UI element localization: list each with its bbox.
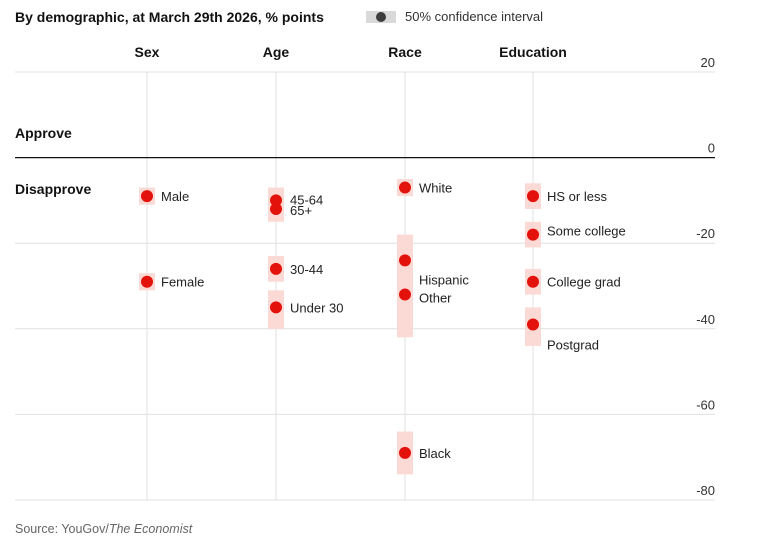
data-point <box>399 446 411 459</box>
data-point <box>527 318 539 331</box>
data-point <box>399 254 411 267</box>
point-label: 45-64 <box>290 192 323 207</box>
confidence-interval <box>397 277 413 338</box>
data-point <box>399 181 411 194</box>
point-label: White <box>419 181 452 196</box>
point-label: HS or less <box>547 189 607 204</box>
legend-dot-icon <box>376 11 386 22</box>
legend-interval-swatch <box>366 10 396 23</box>
data-point <box>527 228 539 241</box>
y-tick-label: 0 <box>708 141 715 156</box>
y-tick-label: -40 <box>696 312 715 327</box>
y-tick-label: -20 <box>696 226 715 241</box>
point-label: Female <box>161 275 204 290</box>
data-point <box>399 288 411 301</box>
data-point <box>141 190 153 203</box>
y-tick-label: -60 <box>696 397 715 412</box>
group-header: Age <box>263 44 290 60</box>
point-label: Hispanic <box>419 272 469 287</box>
legend-label: 50% confidence interval <box>405 9 544 24</box>
chart-subtitle: By demographic, at March 29th 2026, % po… <box>15 9 324 25</box>
point-label: 65+ <box>290 203 312 218</box>
source-note: Source: YouGov/The Economist <box>15 522 192 536</box>
disapprove-label: Disapprove <box>15 181 91 197</box>
group-header: Education <box>499 44 567 60</box>
point-label: Other <box>419 291 452 306</box>
data-point <box>141 275 153 288</box>
legend: 50% confidence interval <box>366 9 543 24</box>
data-point <box>527 190 539 203</box>
point-label: Some college <box>547 224 626 239</box>
data-point <box>527 275 539 288</box>
point-label: Postgrad <box>547 338 599 353</box>
point-label: 30-44 <box>290 262 323 277</box>
group-header: Race <box>388 44 422 60</box>
data-point <box>270 262 282 275</box>
approve-label: Approve <box>15 125 72 141</box>
data-point <box>270 194 282 207</box>
point-label: Black <box>419 446 451 461</box>
data-point <box>270 202 282 215</box>
source-publication: The Economist <box>108 522 193 536</box>
group-header: Sex <box>135 44 160 60</box>
source-prefix: Source: YouGov/ <box>15 522 109 536</box>
data-point <box>270 301 282 314</box>
point-label: Under 30 <box>290 300 343 315</box>
point-label: College grad <box>547 275 621 290</box>
y-tick-label: 20 <box>701 55 715 70</box>
point-label: Male <box>161 189 189 204</box>
y-tick-label: -80 <box>696 483 715 498</box>
